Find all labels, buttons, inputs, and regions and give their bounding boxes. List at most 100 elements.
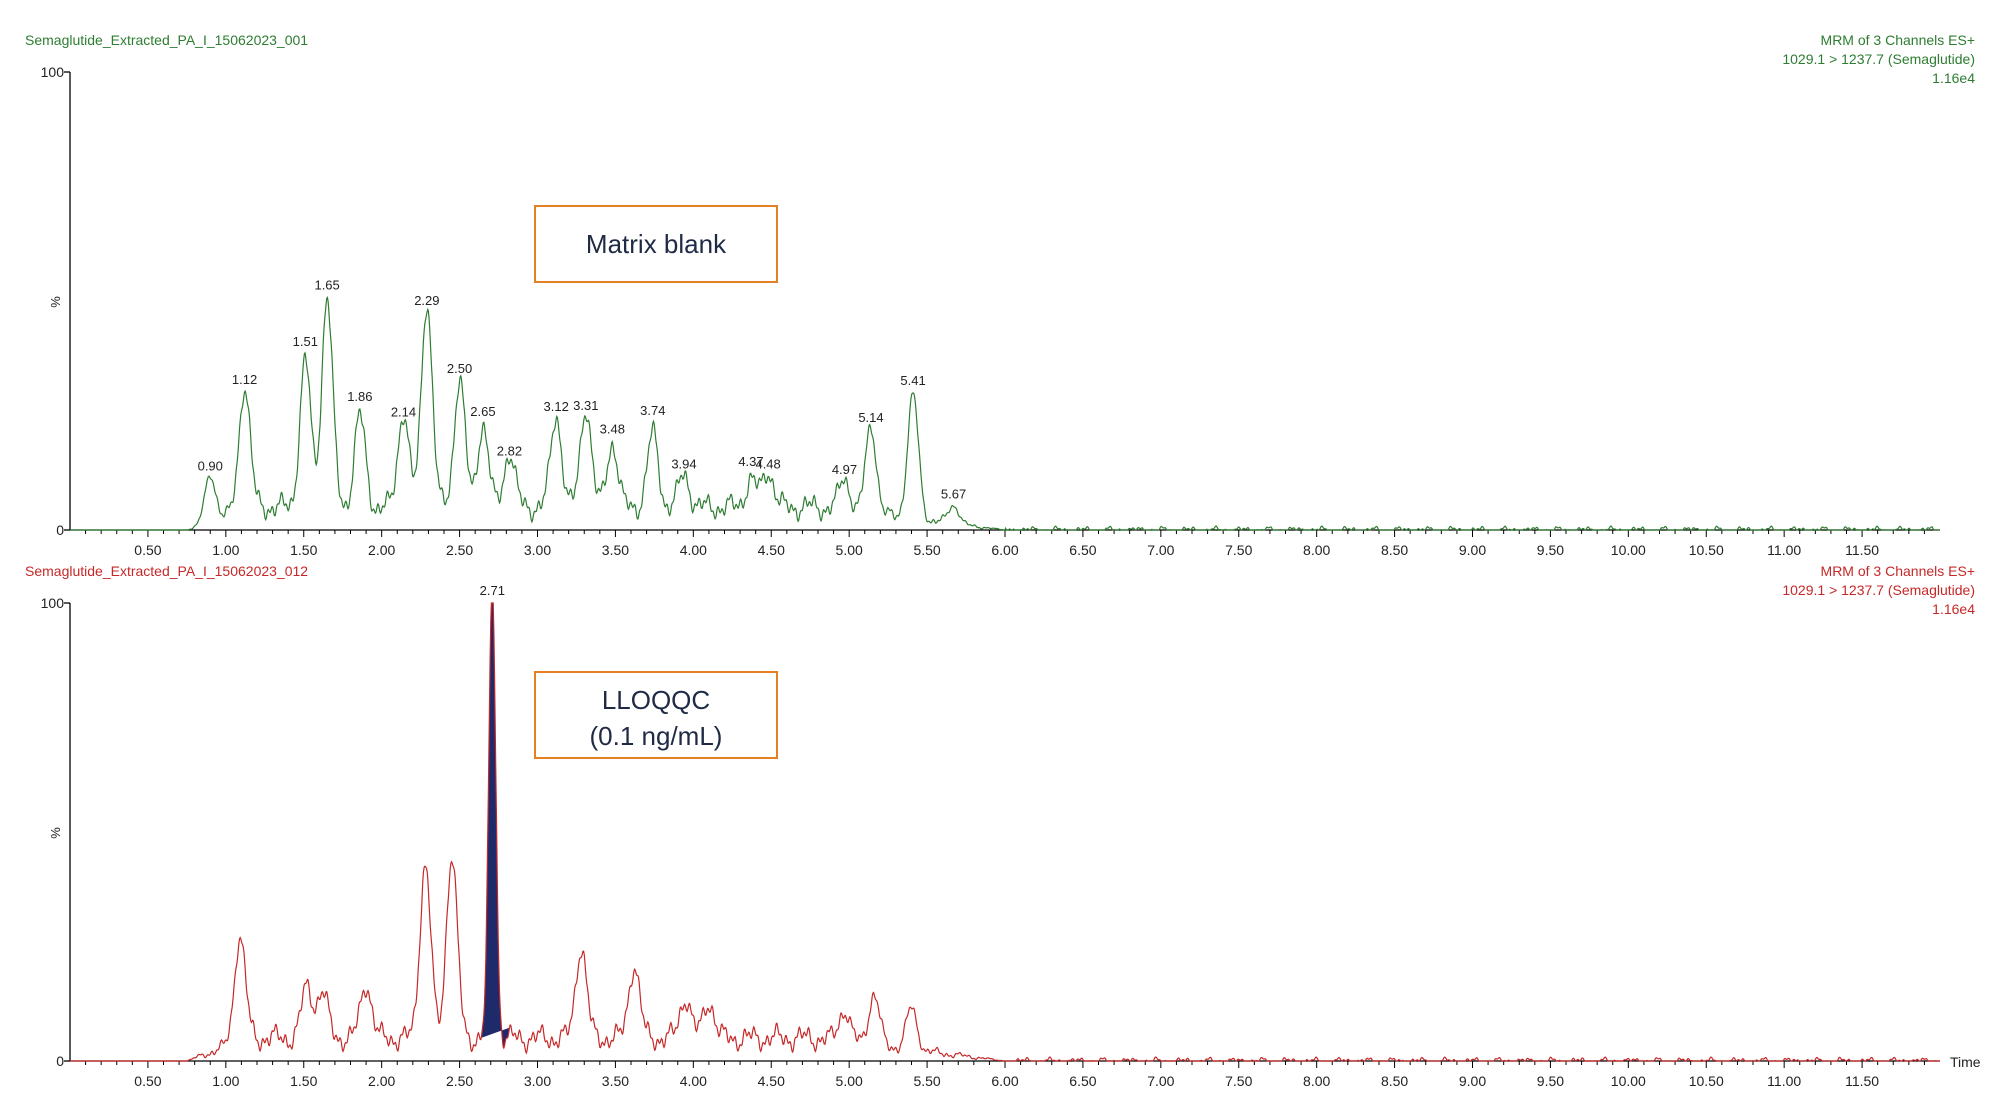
x-tick-label: 3.00 [524,542,551,558]
x-tick-label: 9.00 [1459,542,1486,558]
x-tick-label: 5.00 [836,542,863,558]
x-tick-label: 6.00 [991,1073,1018,1089]
x-tick-label: 10.00 [1611,1073,1646,1089]
x-tick-label: 3.00 [524,1073,551,1089]
peak-label: 4.37 [738,454,763,469]
integrated-peak-area [479,603,510,1048]
annotation-line-1-lloqqc: LLOQQC [602,685,710,715]
x-tick-label: 3.50 [602,1073,629,1089]
x-tick-label: 4.50 [758,1073,785,1089]
header-line-1-top: MRM of 3 Channels ES+ [1821,32,1975,48]
x-tick-label: 1.00 [212,542,239,558]
x-axis-ticks-top: 0.50 1.00 1.50 2.00 2.50 3.00 3.50 4.00 4.50 5.00… [64,71,1940,558]
x-tick-label: 9.50 [1537,1073,1564,1089]
header-line-3-top: 1.16e4 [1932,70,1975,86]
x-tick-label: 5.50 [913,1073,940,1089]
x-tick-label: 10.50 [1689,1073,1724,1089]
peak-label: 3.12 [544,399,569,414]
sample-name-top: Semaglutide_Extracted_PA_I_15062023_001 [25,32,308,48]
x-axis-ticks-bottom: 0.50 1.00 1.50 2.00 2.50 3.00 3.50 4.00 4.50 5.00… [64,602,1940,1089]
x-tick-label: 8.50 [1381,542,1408,558]
peak-label: 5.67 [941,486,966,501]
x-axis-label-time: Time [1950,1054,1981,1070]
chromatogram-trace-line [70,602,1940,1062]
x-tick-label: 2.50 [446,542,473,558]
x-tick-label: 0.50 [134,542,161,558]
x-tick-label: 1.50 [290,542,317,558]
x-tick-label: 7.50 [1225,1073,1252,1089]
peak-label: 5.41 [900,373,925,388]
peak-label: 2.50 [447,361,472,376]
peak-label: 1.12 [232,372,257,387]
x-tick-label: 7.00 [1147,1073,1174,1089]
x-tick-label: 7.00 [1147,542,1174,558]
x-tick-label: 2.50 [446,1073,473,1089]
peak-label: 0.90 [198,458,223,473]
peak-label: 1.51 [293,334,318,349]
trace-bottom [70,602,1940,1062]
peak-label: 2.71 [480,583,505,598]
chromatogram-panel-lloqqc: Semaglutide_Extracted_PA_I_15062023_012 … [25,563,1981,1089]
peak-label: 4.48 [755,456,780,471]
peak-label: 2.29 [414,293,439,308]
peak-label: 3.48 [600,422,625,437]
chromatogram-panel-matrix-blank: Semaglutide_Extracted_PA_I_15062023_001 … [25,32,1975,558]
x-tick-label: 2.00 [368,542,395,558]
x-tick-label: 1.50 [290,1073,317,1089]
peak-label: 3.94 [671,456,696,471]
peak-label: 5.14 [858,410,883,425]
x-tick-label: 4.00 [680,1073,707,1089]
peak-label: 2.14 [391,405,416,420]
x-tick-label: 8.00 [1303,1073,1330,1089]
peak-label: 2.82 [497,443,522,458]
x-tick-label: 5.00 [836,1073,863,1089]
x-tick-label: 6.50 [1069,542,1096,558]
x-tick-label: 11.50 [1845,542,1879,558]
y-tick-label-100-bottom: 100 [41,595,65,611]
peak-label: 1.86 [347,389,372,404]
x-tick-label: 6.50 [1069,1073,1096,1089]
header-line-2-bottom: 1029.1 > 1237.7 (Semaglutide) [1782,582,1975,598]
sample-name-bottom: Semaglutide_Extracted_PA_I_15062023_012 [25,563,308,579]
peak-label: 3.74 [640,403,665,418]
peak-label: 2.65 [470,404,495,419]
x-tick-label: 7.50 [1225,542,1252,558]
annotation-box-lloqqc [534,671,778,759]
x-tick-label: 6.00 [991,542,1018,558]
x-tick-label: 11.50 [1845,1073,1879,1089]
x-tick-label: 9.00 [1459,1073,1486,1089]
x-tick-label: 3.50 [602,542,629,558]
x-tick-label: 10.00 [1611,542,1646,558]
x-tick-label: 2.00 [368,1073,395,1089]
annotation-text-matrix-blank: Matrix blank [586,229,727,259]
x-tick-label: 4.00 [680,542,707,558]
peak-label: 1.65 [314,277,339,292]
annotation-line-2-lloqqc: (0.1 ng/mL) [590,721,723,751]
trace-top [70,296,1940,531]
x-tick-label: 0.50 [134,1073,161,1089]
peak-label: 3.31 [573,398,598,413]
x-tick-label: 4.50 [758,542,785,558]
x-tick-label: 11.00 [1767,1073,1801,1089]
header-line-3-bottom: 1.16e4 [1932,601,1975,617]
chromatogram-trace-line [70,296,1940,531]
x-tick-label: 11.00 [1767,542,1801,558]
y-tick-label-0-top: 0 [56,522,64,538]
annotation-box-matrix-blank [534,205,778,283]
x-tick-label: 10.50 [1689,542,1724,558]
x-tick-label: 8.00 [1303,542,1330,558]
x-tick-label: 8.50 [1381,1073,1408,1089]
x-tick-label: 1.00 [212,1073,239,1089]
x-tick-label: 9.50 [1537,542,1564,558]
x-tick-label: 5.50 [913,542,940,558]
header-line-2-top: 1029.1 > 1237.7 (Semaglutide) [1782,51,1975,67]
header-line-1-bottom: MRM of 3 Channels ES+ [1821,563,1975,579]
y-tick-label-0-bottom: 0 [56,1053,64,1069]
y-axis-label-top: % [48,296,63,308]
peak-label: 4.97 [832,462,857,477]
peak-labels-top: 0.90 1.12 1.51 1.65 1.86 2.14 2.29 2.50 2.65 2.82… [198,277,967,501]
y-axis-label-bottom: % [48,827,63,839]
y-tick-label-100-top: 100 [41,64,65,80]
peak-labels-bottom: 2.71 [480,583,505,598]
